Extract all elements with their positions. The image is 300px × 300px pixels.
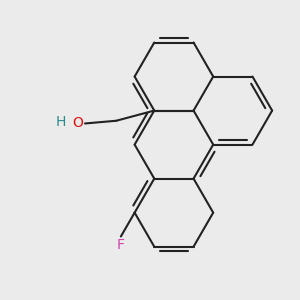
Text: F: F	[117, 238, 125, 252]
Text: H: H	[56, 115, 66, 129]
Text: O: O	[72, 116, 83, 130]
